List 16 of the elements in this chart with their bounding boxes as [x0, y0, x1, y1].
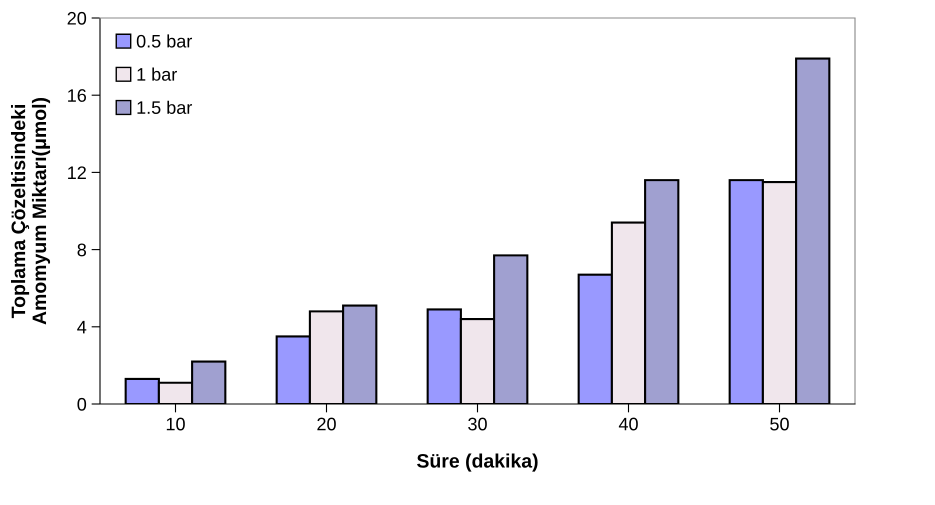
legend-label: 1.5 bar	[137, 100, 192, 114]
y-tick-label: 0	[77, 398, 86, 411]
legend-label: 0.5 bar	[136, 34, 192, 48]
x-tick-label: 20	[317, 418, 336, 430]
y-axis-title: Toplama Çözeltisindeki Amomyum Miktarı(μmol)	[10, 98, 50, 324]
x-tick-label: 10	[166, 418, 185, 430]
y-tick-label: 16	[68, 89, 86, 102]
y-tick-label: 20	[68, 12, 86, 25]
x-axis-title: Süre (dakika)	[417, 453, 538, 472]
y-tick-label: 12	[68, 166, 86, 179]
legend-label: 1 bar	[137, 68, 177, 81]
x-tick-label: 40	[618, 418, 638, 430]
y-tick-label: 8	[78, 244, 86, 256]
x-tick-label: 50	[770, 418, 789, 430]
y-tick-label: 4	[77, 320, 86, 334]
x-tick-label: 30	[468, 418, 487, 430]
